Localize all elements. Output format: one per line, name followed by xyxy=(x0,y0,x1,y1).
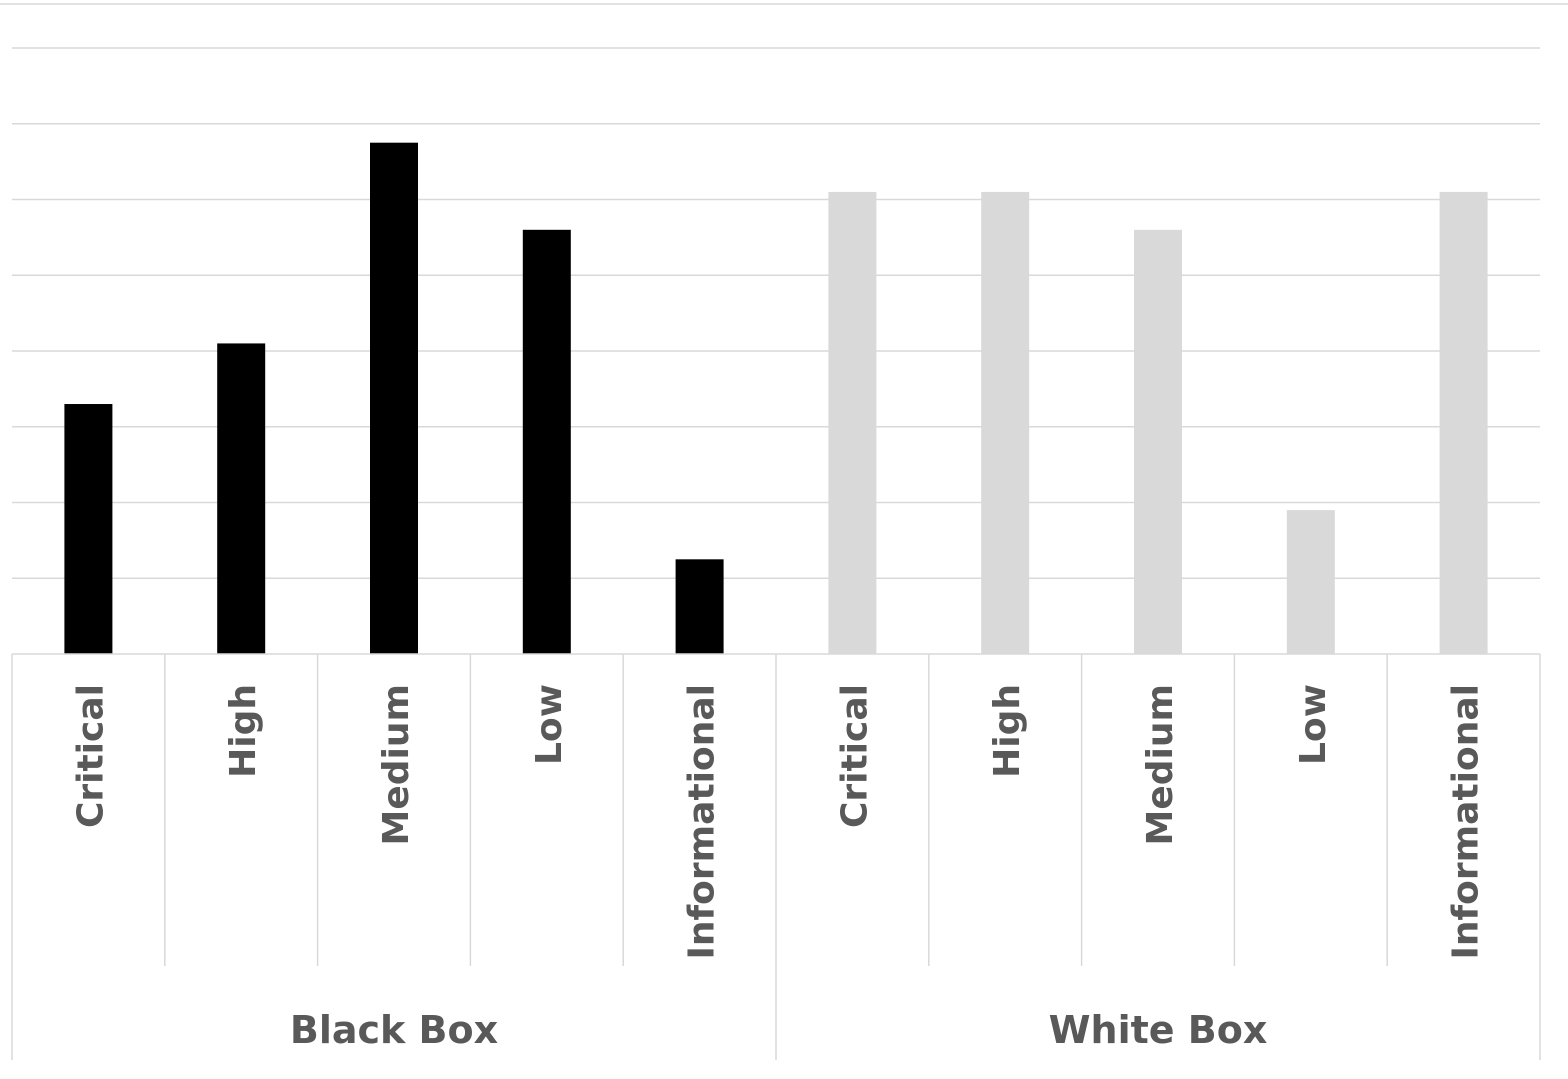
category-label: Informational xyxy=(682,684,723,960)
bar-white-box-low xyxy=(1286,510,1335,654)
bars xyxy=(64,142,1488,655)
bar-black-box-high xyxy=(217,343,266,654)
category-label: Informational xyxy=(1446,684,1487,960)
category-label: Critical xyxy=(834,684,875,828)
category-label: High xyxy=(987,684,1028,778)
gridlines xyxy=(12,47,1540,579)
bar-white-box-medium xyxy=(1134,229,1182,655)
bar-black-box-medium xyxy=(370,142,418,654)
bar-black-box-informational xyxy=(675,559,724,654)
group-label: White Box xyxy=(1049,1008,1268,1052)
category-label: Medium xyxy=(1140,684,1181,846)
category-label: High xyxy=(223,684,264,778)
category-axis xyxy=(0,3,1568,1060)
bar-white-box-high xyxy=(981,191,1030,655)
category-labels: Critical High Medium Low Informational Critic… xyxy=(70,684,1486,1052)
bar-black-box-critical xyxy=(64,404,113,654)
bar-black-box-low xyxy=(522,229,571,655)
category-label: Medium xyxy=(376,684,417,846)
bar-white-box-informational xyxy=(1439,191,1488,655)
category-label: Critical xyxy=(70,684,111,828)
category-label: Low xyxy=(1293,684,1334,765)
bar-white-box-critical xyxy=(828,191,877,655)
category-label: Low xyxy=(529,684,570,765)
group-label: Black Box xyxy=(290,1008,498,1052)
